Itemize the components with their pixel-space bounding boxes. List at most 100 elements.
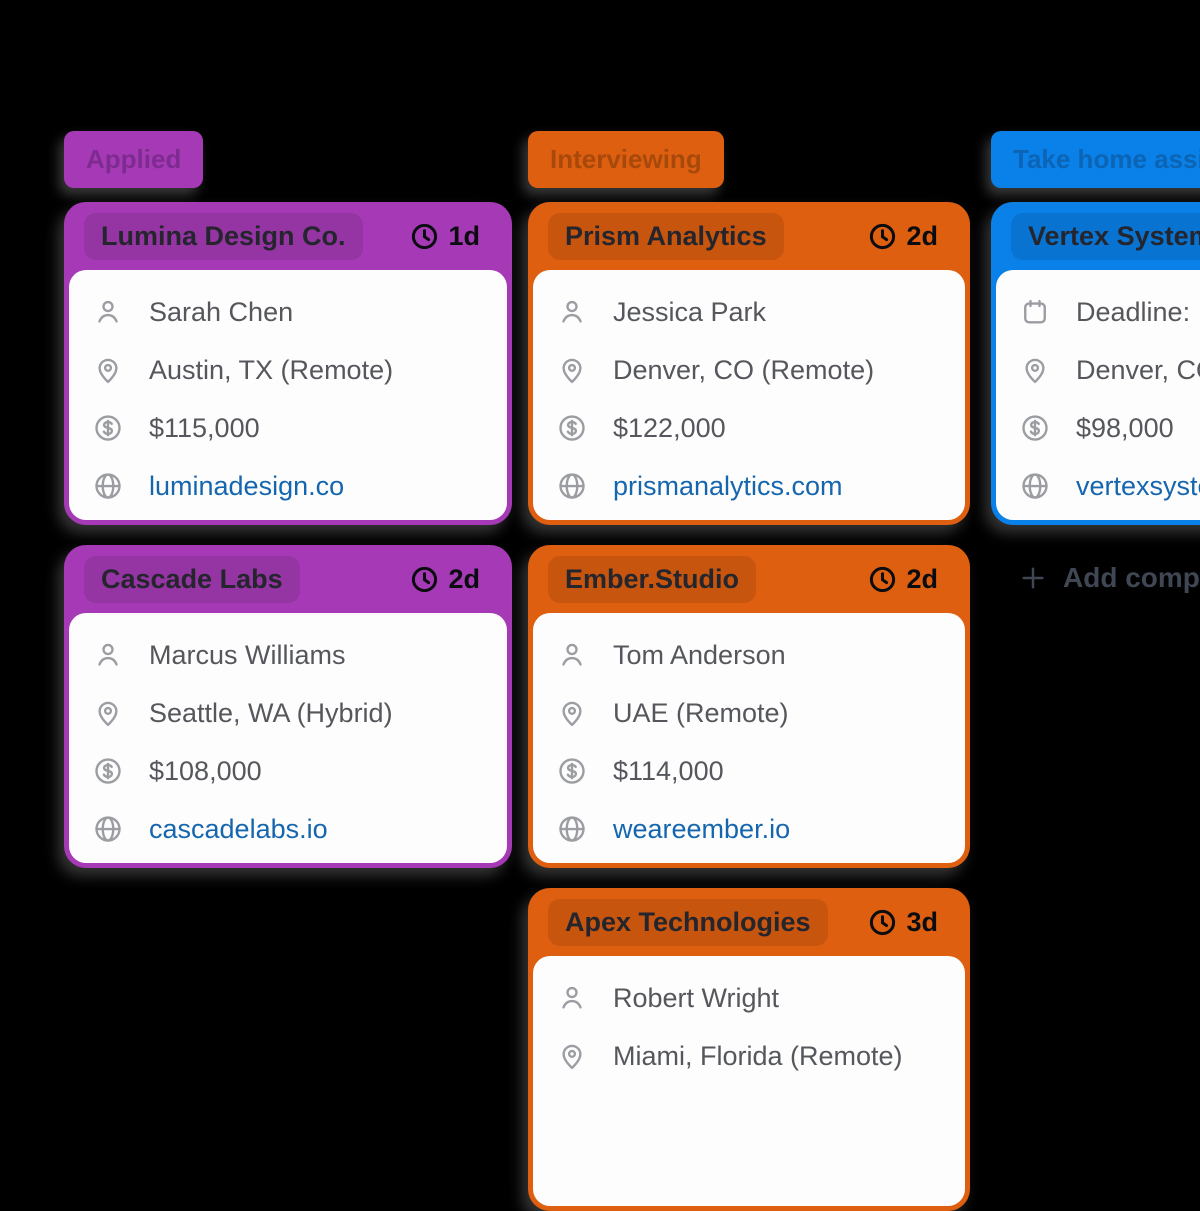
location-text: Denver, CO [1076, 354, 1200, 385]
card-row-website: luminadesign.co [93, 466, 485, 506]
dollar-icon [557, 413, 587, 443]
contact-name: Jessica Park [613, 296, 767, 327]
card-row-website: vertexsystems.com [1020, 466, 1200, 506]
clock-icon [868, 908, 897, 937]
salary-text: $115,000 [149, 412, 260, 443]
card-body: Marcus Williams Seattle, WA (Hybrid) $10… [69, 613, 507, 863]
card-body: Robert Wright Miami, Florida (Remote) [533, 956, 965, 1206]
column-label-interviewing: Interviewing [528, 131, 724, 188]
add-company-button[interactable]: Add company [991, 561, 1200, 595]
card-body: Deadline: Denver, CO $98,000 vertexsyste… [996, 270, 1200, 520]
location-pin-icon [557, 698, 587, 728]
dollar-icon [93, 756, 123, 786]
globe-icon [93, 814, 123, 844]
column-take-home: Take home assignment Vertex Systems Dead… [991, 131, 1200, 595]
card-row-salary: $122,000 [557, 408, 943, 448]
card-header: Cascade Labs 2d [69, 545, 507, 613]
card-age-badge: 2d [410, 564, 480, 595]
card-header: Vertex Systems [996, 202, 1200, 270]
card-company-name: Apex Technologies [548, 898, 828, 946]
card-company-name: Ember.Studio [548, 555, 757, 603]
location-pin-icon [1020, 355, 1050, 385]
person-icon [557, 297, 587, 327]
job-card-cascade[interactable]: Cascade Labs 2d Marcus Williams Seattle,… [64, 545, 512, 868]
card-age-text: 2d [448, 563, 480, 594]
card-row-contact: Robert Wright [557, 978, 943, 1018]
website-link[interactable]: cascadelabs.io [149, 813, 328, 844]
contact-name: Marcus Williams [149, 639, 346, 670]
plus-icon [1019, 564, 1047, 592]
card-row-salary: $108,000 [93, 751, 485, 791]
website-link[interactable]: luminadesign.co [149, 470, 345, 501]
card-company-name: Vertex Systems [1011, 212, 1200, 260]
person-icon [93, 640, 123, 670]
website-link[interactable]: prismanalytics.com [613, 470, 843, 501]
card-header: Apex Technologies 3d [533, 888, 965, 956]
card-row-salary: $115,000 [93, 408, 485, 448]
location-pin-icon [93, 698, 123, 728]
card-body: Sarah Chen Austin, TX (Remote) $115,000 … [69, 270, 507, 520]
column-applied: Applied Lumina Design Co. 1d Sarah Chen … [64, 131, 512, 868]
location-text: Denver, CO (Remote) [613, 354, 875, 385]
add-company-label: Add company [1063, 562, 1200, 593]
card-row-website: prismanalytics.com [557, 466, 943, 506]
card-row-location: Seattle, WA (Hybrid) [93, 693, 485, 733]
dollar-icon [1020, 413, 1050, 443]
website-link[interactable]: weareember.io [613, 813, 791, 844]
job-card-prism[interactable]: Prism Analytics 2d Jessica Park Denver, … [528, 202, 970, 525]
job-card-vertex[interactable]: Vertex Systems Deadline: Denver, CO $98,… [991, 202, 1200, 525]
column-interviewing: Interviewing Prism Analytics 2d Jessica … [528, 131, 970, 1211]
salary-text: $114,000 [613, 755, 724, 786]
location-pin-icon [557, 355, 587, 385]
job-card-apex[interactable]: Apex Technologies 3d Robert Wright Miami… [528, 888, 970, 1211]
job-card-lumina[interactable]: Lumina Design Co. 1d Sarah Chen Austin, … [64, 202, 512, 525]
card-row-contact: Jessica Park [557, 292, 943, 332]
card-header: Ember.Studio 2d [533, 545, 965, 613]
card-age-badge: 3d [868, 907, 938, 938]
card-age-badge: 2d [868, 221, 938, 252]
card-row-location: Denver, CO (Remote) [557, 350, 943, 390]
job-card-ember[interactable]: Ember.Studio 2d Tom Anderson UAE (Remote… [528, 545, 970, 868]
column-label-applied: Applied [64, 131, 204, 188]
dollar-icon [93, 413, 123, 443]
card-header: Lumina Design Co. 1d [69, 202, 507, 270]
globe-icon [557, 471, 587, 501]
clock-icon [868, 222, 897, 251]
clock-icon [410, 222, 439, 251]
salary-text: $98,000 [1076, 412, 1174, 443]
globe-icon [93, 471, 123, 501]
calendar-icon [1020, 297, 1050, 327]
person-icon [93, 297, 123, 327]
card-row-deadline: Deadline: [1020, 292, 1200, 332]
card-header: Prism Analytics 2d [533, 202, 965, 270]
card-age-text: 2d [906, 563, 938, 594]
column-label-take-home: Take home assignment [991, 131, 1200, 188]
website-link[interactable]: vertexsystems.com [1076, 470, 1200, 501]
card-company-name: Lumina Design Co. [84, 212, 363, 260]
card-row-contact: Tom Anderson [557, 635, 943, 675]
card-row-website: weareember.io [557, 809, 943, 849]
person-icon [557, 640, 587, 670]
card-age-badge: 1d [410, 221, 480, 252]
card-age-text: 1d [448, 220, 480, 251]
card-row-location: Denver, CO [1020, 350, 1200, 390]
globe-icon [557, 814, 587, 844]
card-age-text: 2d [906, 220, 938, 251]
card-row-contact: Sarah Chen [93, 292, 485, 332]
card-age-text: 3d [906, 906, 938, 937]
card-row-location: UAE (Remote) [557, 693, 943, 733]
dollar-icon [557, 756, 587, 786]
location-text: Miami, Florida (Remote) [613, 1040, 903, 1071]
contact-name: Robert Wright [613, 982, 780, 1013]
card-row-location: Austin, TX (Remote) [93, 350, 485, 390]
location-text: Austin, TX (Remote) [149, 354, 394, 385]
card-company-name: Prism Analytics [548, 212, 784, 260]
deadline-text: Deadline: [1076, 296, 1191, 327]
card-body: Jessica Park Denver, CO (Remote) $122,00… [533, 270, 965, 520]
location-text: Seattle, WA (Hybrid) [149, 697, 393, 728]
card-company-name: Cascade Labs [84, 555, 300, 603]
card-row-contact: Marcus Williams [93, 635, 485, 675]
card-body: Tom Anderson UAE (Remote) $114,000 weare… [533, 613, 965, 863]
contact-name: Sarah Chen [149, 296, 294, 327]
location-pin-icon [93, 355, 123, 385]
